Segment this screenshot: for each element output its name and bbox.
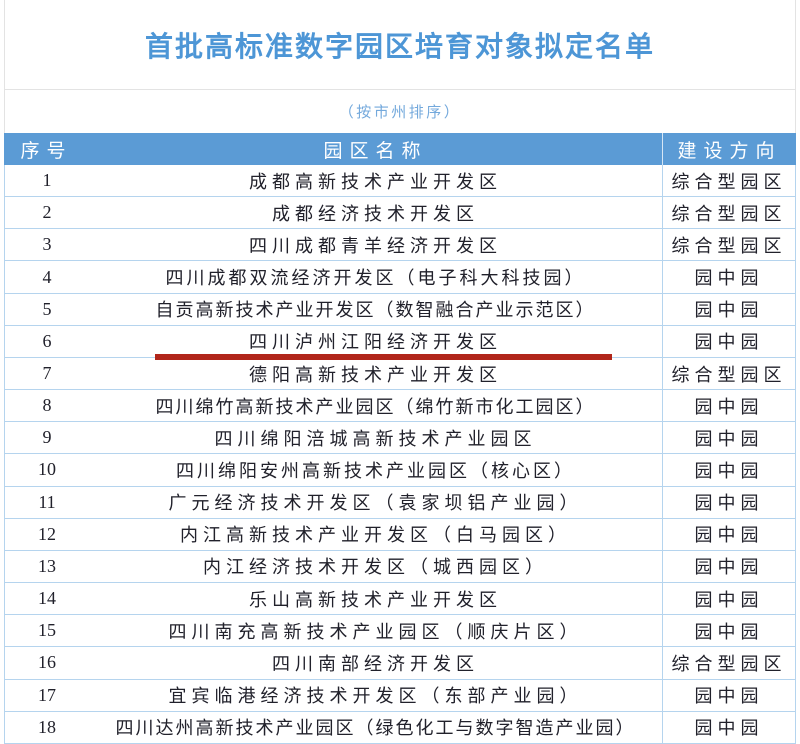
construction-direction: 园中园 [694, 493, 764, 514]
table-row: 9 四川绵阳涪城高新技术产业园区 园中园 [4, 422, 796, 455]
table-row: 7 德阳高新技术产业开发区 综合型园区 [4, 357, 796, 391]
table-row: 3 四川成都青羊经济开发区 综合型园区 [4, 229, 796, 262]
park-name: 广元经济技术开发区（袁家坝铝产业园） [89, 486, 663, 518]
construction-direction: 园中园 [694, 332, 764, 353]
row-index: 13 [38, 555, 56, 576]
construction-direction: 园中园 [694, 300, 764, 321]
subtitle-section: （按市州排序） [4, 90, 796, 133]
table-row: 12 内江高新技术产业开发区（白马园区） 园中园 [4, 518, 796, 551]
table-row: 11 广元经济技术开发区（袁家坝铝产业园） 园中园 [4, 486, 796, 519]
construction-direction: 综合型园区 [671, 653, 787, 674]
construction-direction: 园中园 [694, 621, 764, 642]
table-row: 4 四川成都双流经济开发区（电子科大科技园） 园中园 [4, 261, 796, 294]
table-row: 5 自贡高新技术产业开发区（数智融合产业示范区） 园中园 [4, 293, 796, 326]
park-name: 四川成都青羊经济开发区 [89, 229, 663, 261]
table-header-row: 序号 园区名称 建设方向 [4, 133, 796, 165]
row-index: 17 [38, 684, 56, 705]
row-index: 16 [38, 652, 56, 673]
construction-direction: 园中园 [694, 686, 764, 707]
table-row: 10 四川绵阳安州高新技术产业园区（核心区） 园中园 [4, 454, 796, 487]
construction-direction: 园中园 [694, 557, 764, 578]
row-index: 12 [38, 523, 56, 544]
table-body: 1 成都高新技术产业开发区 综合型园区 2 成都经济技术开发区 综合型园区 3 … [4, 165, 796, 744]
header-index: 序号 [20, 140, 73, 162]
park-name: 四川泸州江阳经济开发区 [89, 325, 663, 357]
parks-table: 序号 园区名称 建设方向 1 成都高新技术产业开发区 综合型园区 2 成都经济技… [4, 133, 796, 744]
construction-direction: 综合型园区 [671, 235, 787, 256]
construction-direction: 园中园 [694, 589, 764, 610]
row-index: 6 [42, 330, 52, 351]
park-name: 宜宾临港经济技术开发区（东部产业园） [89, 679, 663, 711]
table-row: 16 四川南部经济开发区 综合型园区 [4, 647, 796, 680]
table-row: 14 乐山高新技术产业开发区 园中园 [4, 583, 796, 616]
park-name: 四川成都双流经济开发区（电子科大科技园） [89, 261, 663, 293]
table-row: 2 成都经济技术开发区 综合型园区 [4, 197, 796, 230]
construction-direction: 园中园 [694, 396, 764, 417]
title-section: 首批高标准数字园区培育对象拟定名单 [4, 0, 796, 90]
park-name: 四川绵阳涪城高新技术产业园区 [89, 422, 663, 454]
row-index: 1 [42, 170, 52, 191]
header-direction: 建设方向 [677, 140, 782, 162]
park-name: 四川南充高新技术产业园区（顺庆片区） [89, 615, 663, 647]
construction-direction: 园中园 [694, 428, 764, 449]
row-index: 14 [38, 588, 56, 609]
construction-direction: 综合型园区 [671, 203, 787, 224]
table-row: 1 成都高新技术产业开发区 综合型园区 [4, 165, 796, 198]
sort-note: （按市州排序） [338, 105, 462, 121]
header-park-name: 园区名称 [89, 133, 663, 165]
park-name: 自贡高新技术产业开发区（数智融合产业示范区） [89, 293, 663, 325]
table-row: 6 四川泸州江阳经济开发区 园中园 [4, 325, 796, 360]
park-name: 四川南部经济开发区 [89, 647, 663, 679]
construction-direction: 园中园 [694, 718, 764, 739]
table-row: 17 宜宾临港经济技术开发区（东部产业园） 园中园 [4, 679, 796, 712]
construction-direction: 综合型园区 [671, 364, 787, 385]
park-name: 内江经济技术开发区（城西园区） [89, 550, 663, 583]
construction-direction: 园中园 [694, 525, 764, 546]
row-index: 18 [38, 716, 56, 737]
row-index: 15 [38, 620, 56, 641]
park-name: 成都经济技术开发区 [89, 197, 663, 229]
table-row: 8 四川绵竹高新技术产业园区（绵竹新市化工园区） 园中园 [4, 390, 796, 423]
park-name: 四川达州高新技术产业园区（绿色化工与数字智造产业园） [89, 711, 663, 743]
row-index: 7 [42, 363, 52, 384]
park-name: 乐山高新技术产业开发区 [89, 583, 663, 615]
park-name: 德阳高新技术产业开发区 [89, 357, 663, 390]
table-row: 13 内江经济技术开发区（城西园区） 园中园 [4, 550, 796, 584]
row-index: 2 [42, 202, 52, 223]
construction-direction: 综合型园区 [671, 171, 787, 192]
row-index: 9 [42, 427, 52, 448]
row-index: 8 [42, 395, 52, 416]
page-title: 首批高标准数字园区培育对象拟定名单 [144, 31, 655, 63]
row-index: 4 [42, 266, 52, 287]
park-name: 内江高新技术产业开发区（白马园区） [89, 518, 663, 550]
table-row: 15 四川南充高新技术产业园区（顺庆片区） 园中园 [4, 615, 796, 648]
row-index: 10 [38, 459, 56, 480]
park-name: 四川绵阳安州高新技术产业园区（核心区） [89, 454, 663, 486]
construction-direction: 园中园 [694, 460, 764, 481]
row-index: 11 [38, 491, 56, 512]
highlight-underline [155, 353, 612, 360]
construction-direction: 园中园 [694, 268, 764, 289]
park-name: 成都高新技术产业开发区 [89, 165, 663, 197]
table-row: 18 四川达州高新技术产业园区（绿色化工与数字智造产业园） 园中园 [4, 711, 796, 744]
park-name: 四川绵竹高新技术产业园区（绵竹新市化工园区） [89, 390, 663, 422]
row-index: 3 [42, 234, 52, 255]
row-index: 5 [42, 298, 52, 319]
